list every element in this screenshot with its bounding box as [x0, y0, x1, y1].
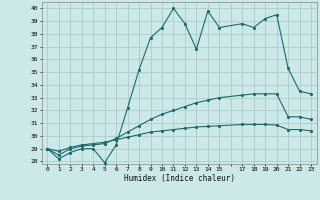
X-axis label: Humidex (Indice chaleur): Humidex (Indice chaleur)	[124, 174, 235, 183]
